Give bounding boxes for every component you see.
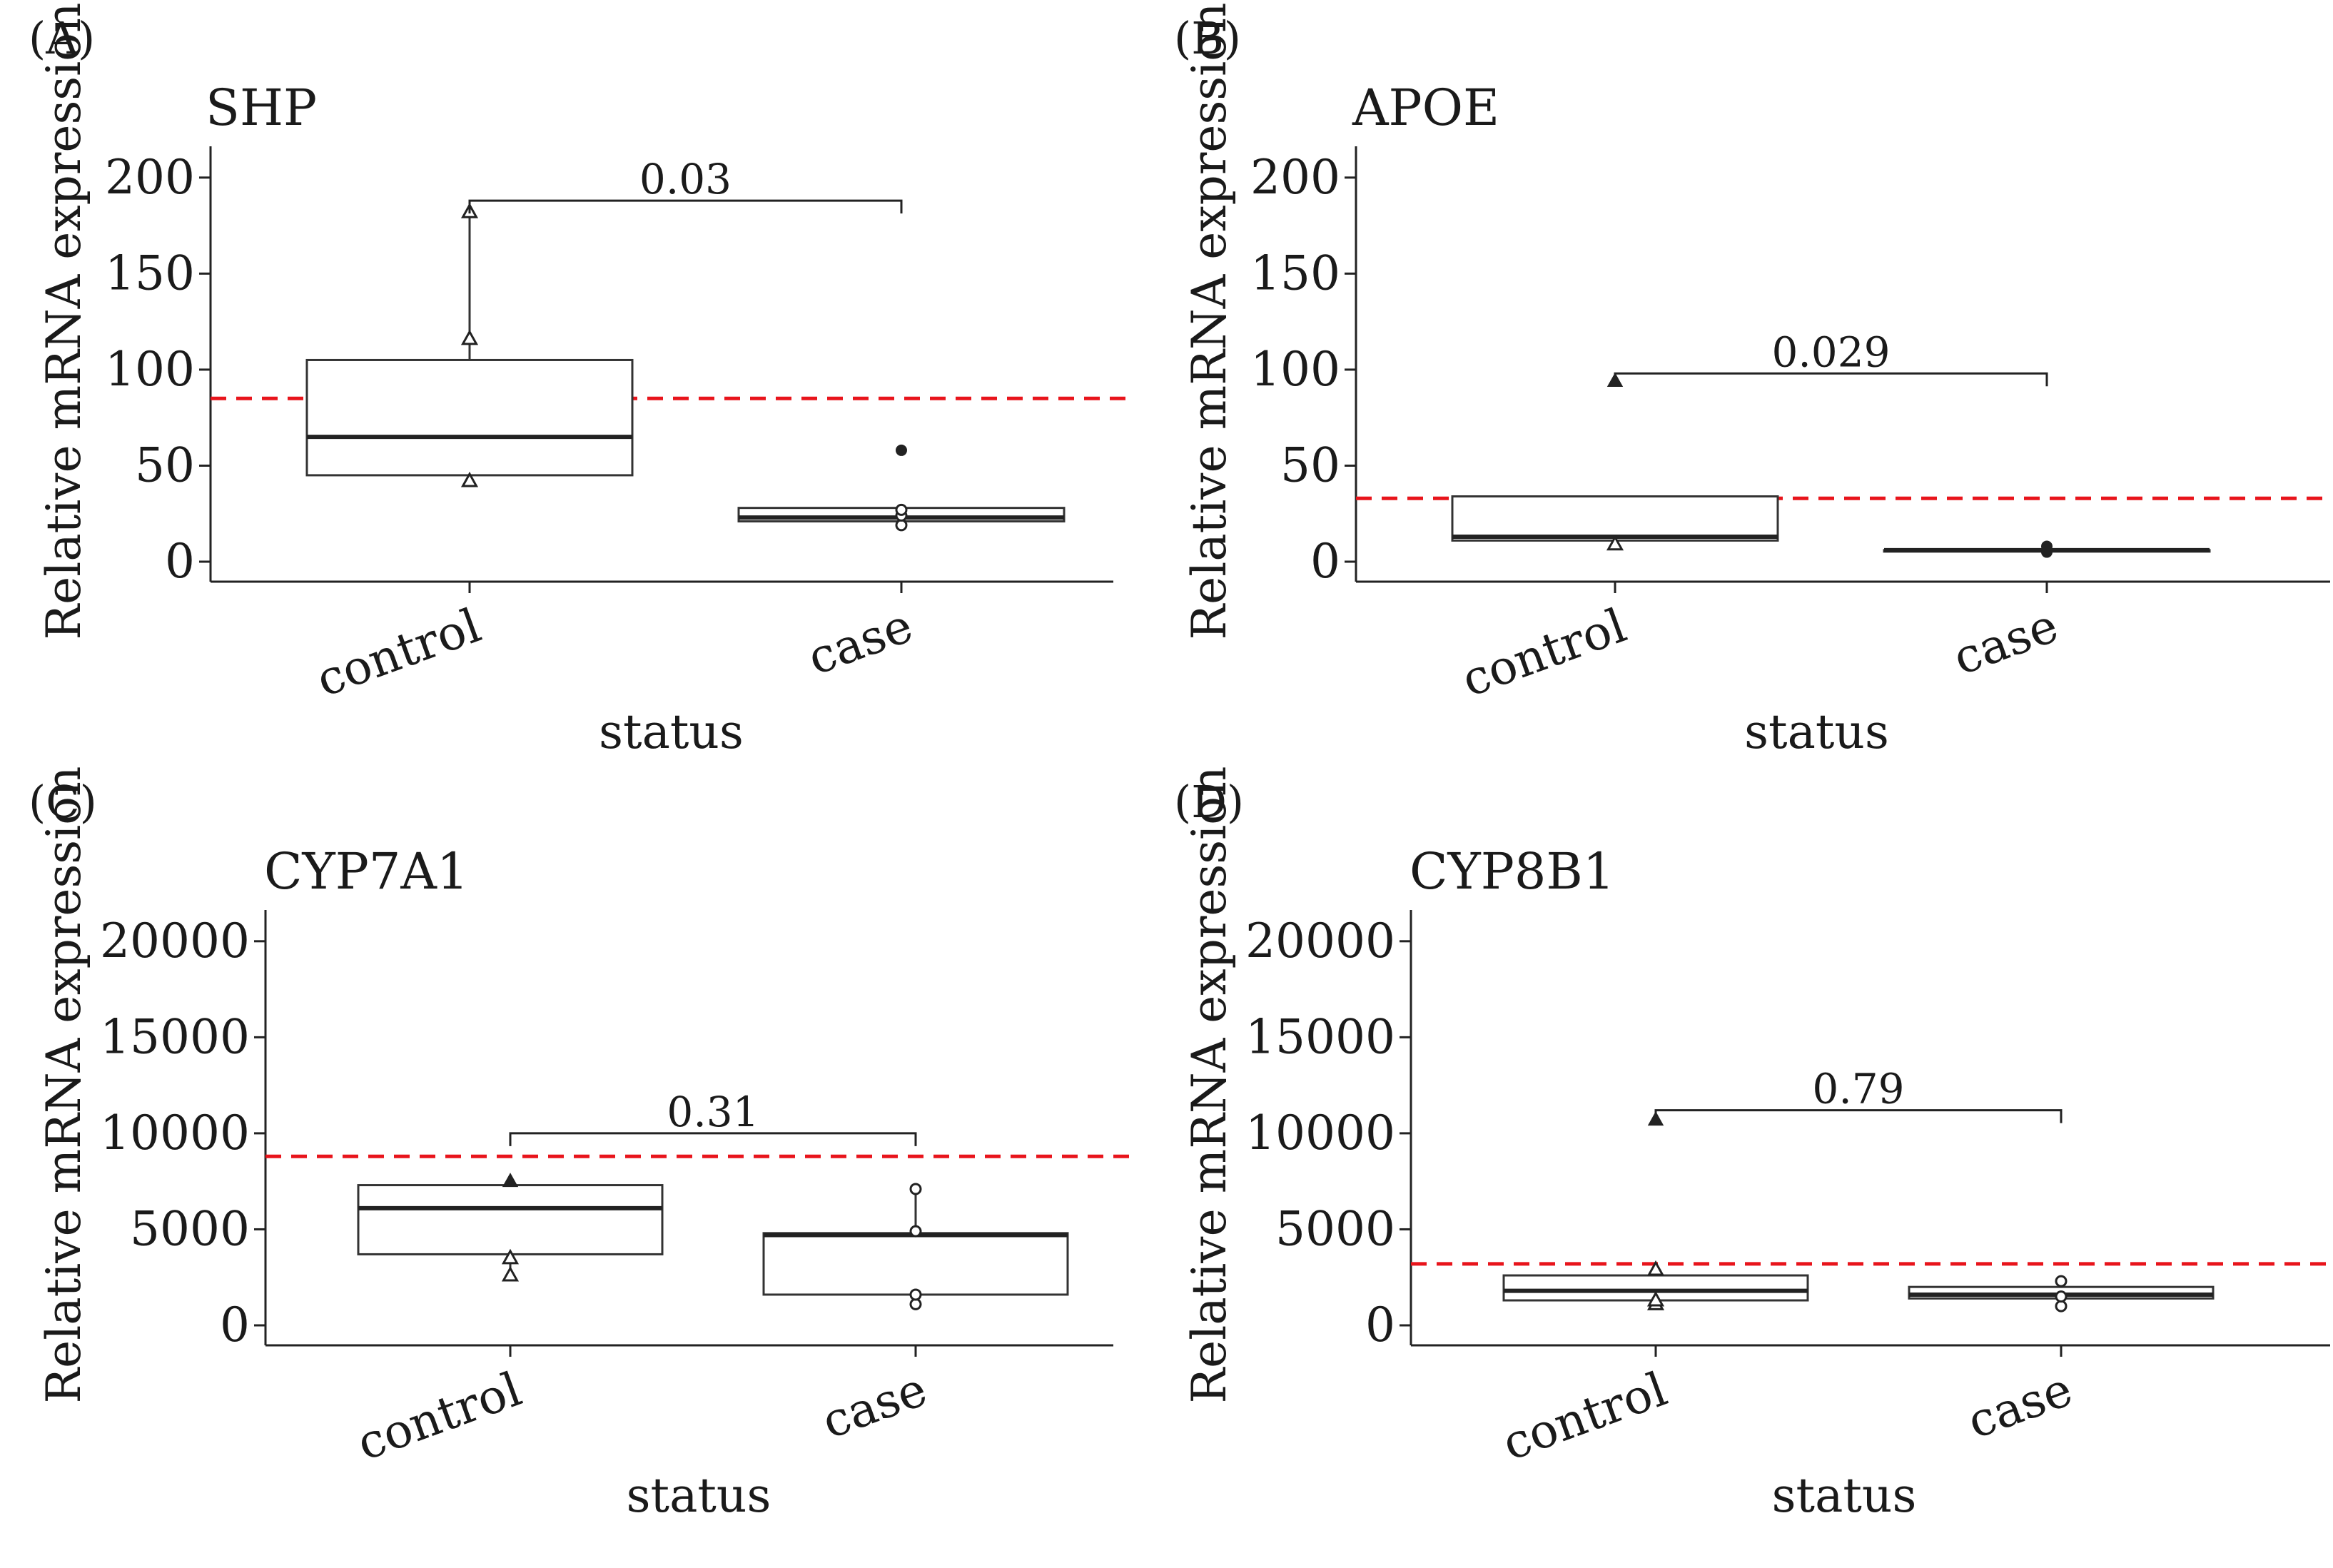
y-tick-label: 100 xyxy=(1250,342,1340,397)
data-point xyxy=(2055,1290,2068,1303)
x-tick-label: case xyxy=(1946,598,2065,686)
box-control xyxy=(1502,1111,1809,1310)
y-tick-label: 10000 xyxy=(100,1106,250,1160)
box-iqr xyxy=(762,1232,1069,1296)
significance-bracket xyxy=(468,199,903,214)
x-tick-label: control xyxy=(309,598,487,708)
y-axis-title: Relative mRNA expression xyxy=(36,766,91,1403)
x-tick-label: case xyxy=(815,1362,934,1450)
x-tick-label: case xyxy=(1960,1362,2080,1450)
data-point xyxy=(909,1298,922,1310)
y-tick-label: 100 xyxy=(105,342,195,397)
p-value-label: 0.03 xyxy=(639,155,732,203)
y-axis-title: Relative mRNA expression xyxy=(36,2,91,639)
data-point xyxy=(501,1265,520,1282)
data-point xyxy=(501,1248,520,1265)
data-point xyxy=(1646,1290,1665,1307)
x-tick-label: control xyxy=(1495,1362,1674,1472)
chart-title: SHP xyxy=(206,79,317,137)
data-point xyxy=(502,1173,519,1188)
y-axis-title: Relative mRNA expression xyxy=(1182,766,1237,1403)
box-case xyxy=(737,444,1066,532)
y-tick-label: 50 xyxy=(135,437,195,492)
chart-title: APOE xyxy=(1352,79,1499,137)
data-point xyxy=(909,1225,922,1238)
p-value-label: 0.79 xyxy=(1812,1065,1904,1113)
data-point xyxy=(1646,1260,1665,1276)
box-iqr xyxy=(305,358,634,477)
data-point xyxy=(460,471,479,487)
y-tick-label: 5000 xyxy=(1275,1201,1395,1256)
chart-title: CYP7A1 xyxy=(264,842,469,901)
significance-bracket xyxy=(509,1132,917,1146)
y-tick-label: 0 xyxy=(165,534,195,589)
y-tick-label: 15000 xyxy=(100,1009,250,1064)
data-point xyxy=(909,1183,922,1195)
data-point xyxy=(460,329,479,345)
panel-letter: (A) xyxy=(29,12,95,64)
y-tick-label: 5000 xyxy=(130,1201,250,1256)
y-tick-label: 20000 xyxy=(100,914,250,968)
box-case xyxy=(1883,540,2211,558)
y-tick-label: 150 xyxy=(1250,246,1340,300)
data-point xyxy=(2041,540,2053,552)
data-point xyxy=(895,519,908,532)
box-case xyxy=(1908,1275,2215,1312)
box-control xyxy=(1451,373,1779,551)
x-tick-label: control xyxy=(350,1362,528,1472)
panel-letter: (D) xyxy=(1174,776,1244,828)
y-axis-title: Relative mRNA expression xyxy=(1182,2,1237,639)
chart-title: CYP8B1 xyxy=(1410,842,1614,901)
box-iqr xyxy=(357,1184,664,1255)
y-tick-label: 50 xyxy=(1280,437,1340,492)
y-tick-label: 200 xyxy=(105,150,195,205)
panel-letter: (C) xyxy=(29,776,97,828)
y-tick-label: 0 xyxy=(1365,1298,1395,1352)
significance-bracket xyxy=(1614,372,2048,387)
x-tick-label: case xyxy=(801,598,920,686)
x-axis-title: status xyxy=(627,1468,771,1523)
data-point xyxy=(896,444,907,456)
x-tick-label: control xyxy=(1454,598,1633,708)
box-case xyxy=(762,1183,1069,1310)
y-tick-label: 10000 xyxy=(1245,1106,1395,1160)
box-iqr xyxy=(1451,495,1779,542)
data-point xyxy=(895,503,908,516)
box-control xyxy=(357,1173,664,1282)
data-point xyxy=(2055,1275,2068,1288)
box-control xyxy=(305,203,634,487)
y-tick-label: 0 xyxy=(1310,534,1340,589)
y-tick-label: 20000 xyxy=(1245,914,1395,968)
panel-letter: (B) xyxy=(1174,12,1241,64)
y-tick-label: 200 xyxy=(1250,150,1340,205)
x-axis-title: status xyxy=(1744,704,1889,759)
x-axis-title: status xyxy=(599,704,744,759)
y-tick-label: 0 xyxy=(220,1298,250,1352)
y-tick-label: 15000 xyxy=(1245,1009,1395,1064)
p-value-label: 0.31 xyxy=(667,1088,759,1136)
data-point xyxy=(909,1288,922,1301)
x-axis-title: status xyxy=(1772,1468,1917,1523)
p-value-label: 0.029 xyxy=(1771,328,1890,376)
y-tick-label: 150 xyxy=(105,246,195,300)
significance-bracket xyxy=(1654,1109,2063,1123)
chart-panel-1: (A) SHP 0 50 100 150 200 Relative mRNA expressi… xyxy=(29,2,1135,759)
data-point xyxy=(1606,535,1624,551)
data-point xyxy=(2055,1300,2068,1312)
